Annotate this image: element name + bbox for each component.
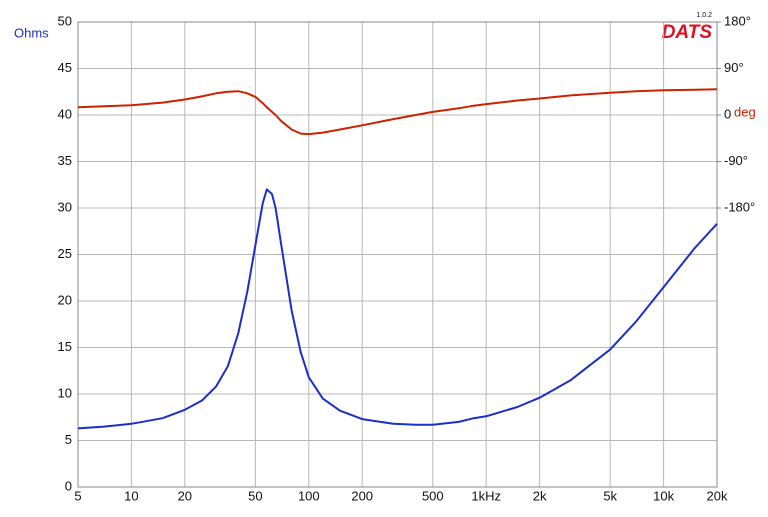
y-axis-label: Ohms — [14, 25, 49, 40]
y2-tick-label: -90° — [724, 153, 748, 168]
version: 1.0.2 — [696, 12, 712, 19]
y2-tick-label: -180° — [724, 199, 755, 214]
x-tick-label: 20 — [178, 488, 192, 503]
y2-tick-label: 90° — [724, 60, 744, 75]
y-tick-label: 5 — [65, 432, 72, 447]
y-tick-label: 40 — [58, 106, 72, 121]
y-tick-label: 15 — [58, 339, 72, 354]
plot-frame — [77, 21, 718, 488]
x-tick-label: 5k — [603, 488, 617, 503]
y-tick-label: 10 — [58, 385, 72, 400]
x-tick-label: 10k — [653, 488, 674, 503]
y2-axis-label: deg — [734, 104, 756, 119]
x-tick-label: 2k — [533, 488, 547, 503]
y2-tick-label: 0 — [724, 106, 731, 121]
y2-tick-label: 180° — [724, 13, 751, 28]
y-tick-label: 35 — [58, 153, 72, 168]
y-tick-label: 30 — [58, 199, 72, 214]
y-tick-label: 20 — [58, 292, 72, 307]
x-tick-label: 5 — [74, 488, 81, 503]
logo: DATS — [662, 22, 713, 43]
x-tick-label: 100 — [298, 488, 320, 503]
series-line — [77, 88, 718, 136]
x-tick-label: 20k — [707, 488, 728, 503]
y-tick-label: 45 — [58, 60, 72, 75]
y-tick-label: 25 — [58, 246, 72, 261]
y-tick-label: 50 — [58, 13, 72, 28]
x-tick-label: 10 — [124, 488, 138, 503]
x-tick-label: 500 — [422, 488, 444, 503]
series-line — [77, 188, 718, 430]
y-tick-label: 0 — [65, 478, 72, 493]
x-tick-label: 200 — [351, 488, 373, 503]
x-tick-label: 50 — [248, 488, 262, 503]
x-tick-label: 1kHz — [471, 488, 501, 503]
